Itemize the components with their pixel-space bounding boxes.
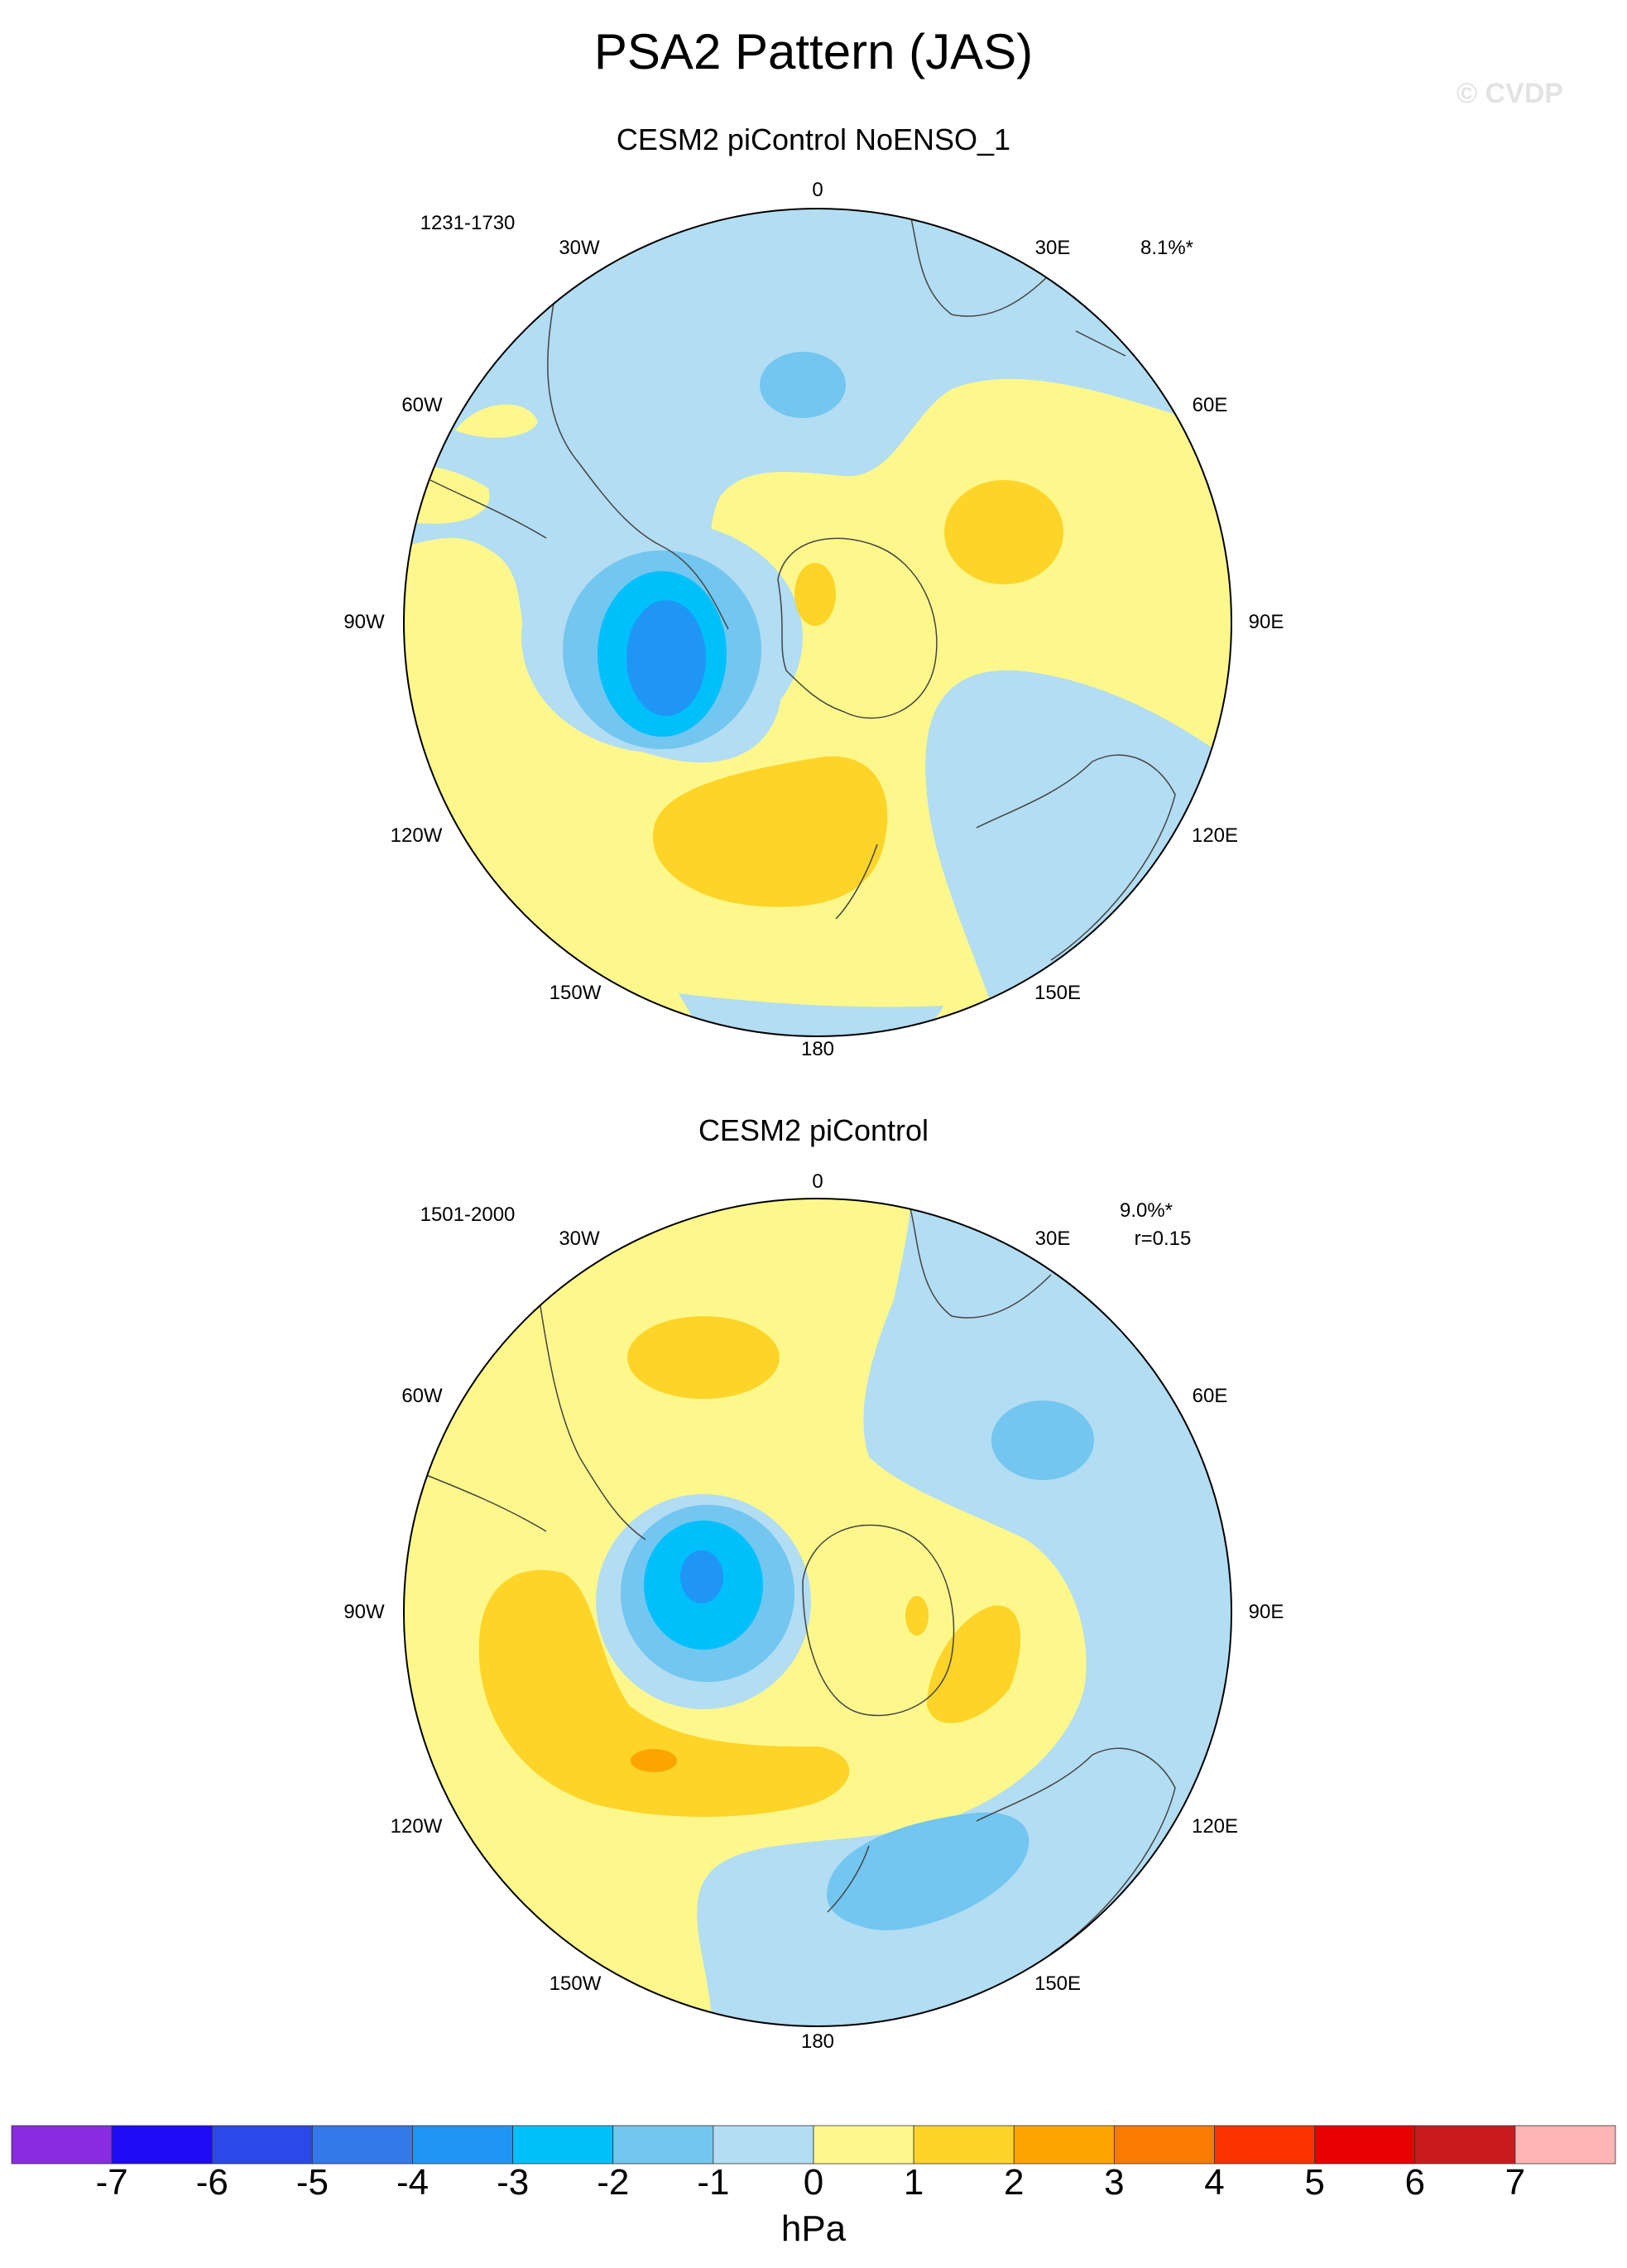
panel-1-map: [404, 209, 1231, 1036]
figure-title: PSA2 Pattern (JAS): [593, 24, 1034, 79]
contour-fill-minus2-to-minus1: [827, 1812, 1029, 1930]
colorbar-swatch: [11, 2125, 113, 2165]
colorbar-tick-label: 4: [1204, 2162, 1225, 2203]
contour-fill-1-to-2: [944, 480, 1063, 584]
colorbar-tick-label: 6: [1404, 2162, 1425, 2203]
panel-2-years: 1501-2000: [420, 1204, 516, 1226]
contour-fill-2-to-3: [631, 1749, 677, 1772]
colorbar-swatch: [1514, 2125, 1616, 2165]
contour-fill-1-to-2: [927, 1605, 1021, 1723]
contour-fill-1-to-2: [905, 1596, 929, 1636]
contour-fill-1-to-2: [652, 756, 888, 907]
lon-label: 90W: [343, 1601, 385, 1623]
lon-label: 60W: [401, 1385, 443, 1407]
watermark: © CVDP: [1457, 78, 1563, 109]
colorbar-units: hPa: [780, 2208, 847, 2249]
panel-2-boundary: [403, 1198, 1232, 2027]
lon-label: 30E: [1034, 1228, 1071, 1250]
lon-label: 120W: [390, 824, 443, 847]
lon-label: 90W: [343, 611, 385, 633]
colorbar-swatch: [612, 2125, 714, 2165]
colorbar-tick-label: -2: [597, 2162, 630, 2203]
contour-fill-minus4-to-minus3: [680, 1550, 723, 1603]
contour-fill-minus2-to-minus1: [760, 352, 846, 418]
lon-label: 0: [812, 179, 823, 201]
colorbar-swatch: [311, 2125, 413, 2165]
contour-fill-minus4-to-minus3: [626, 600, 706, 716]
colorbar-swatch: [512, 2125, 614, 2165]
colorbar-tick-label: 2: [1004, 2162, 1025, 2203]
lon-label: 90E: [1248, 1601, 1284, 1623]
colorbar-tick-label: -7: [95, 2162, 128, 2203]
panel-1-years: 1231-1730: [420, 212, 516, 234]
coastlines: [430, 214, 1176, 961]
colorbar-tick-label: 1: [903, 2162, 924, 2203]
colorbar-tick-label: -1: [697, 2162, 730, 2203]
lon-label: 30W: [559, 1228, 600, 1250]
lon-label: 150W: [549, 982, 602, 1004]
colorbar-tick-label: 0: [803, 2162, 824, 2203]
colorbar-tick-label: -6: [195, 2162, 228, 2203]
colorbar-tick-label: -3: [497, 2162, 530, 2203]
contour-fill-1-to-2: [627, 1316, 780, 1399]
colorbar-tick-label: -4: [396, 2162, 430, 2203]
colorbar-tick-label: 7: [1505, 2162, 1526, 2203]
contour-fill-0-to-1: [455, 404, 538, 438]
colorbar-swatch: [713, 2125, 814, 2165]
contour-fill-1-to-2: [478, 1569, 850, 1817]
lon-label: 120E: [1191, 1815, 1239, 1838]
contour-fill-1-to-2: [794, 563, 836, 626]
panel-1-boundary: [403, 208, 1232, 1037]
lon-label: 180: [800, 1038, 835, 1060]
coastlines: [421, 1208, 1176, 1954]
colorbar: [11, 2125, 1616, 2165]
panel-1-variance: 8.1%*: [1140, 237, 1194, 259]
lon-label: 120E: [1191, 824, 1239, 847]
colorbar-swatch: [813, 2125, 914, 2165]
lon-label: 60E: [1192, 394, 1228, 416]
panel-2-correlation: r=0.15: [1134, 1228, 1192, 1250]
colorbar-swatch: [412, 2125, 514, 2165]
lon-label: 30E: [1034, 237, 1071, 259]
lon-label: 150E: [1034, 1972, 1082, 1995]
panel-2-variance: 9.0%*: [1119, 1199, 1173, 1222]
colorbar-swatch: [111, 2125, 213, 2165]
colorbar-tick-label: 3: [1104, 2162, 1125, 2203]
panel-1-title: CESM2 piControl NoENSO_1: [616, 123, 1011, 156]
colorbar-swatch: [913, 2125, 1015, 2165]
colorbar-swatch: [1414, 2125, 1516, 2165]
contour-fill-minus1-to-0: [697, 1199, 1231, 2026]
colorbar-swatch: [211, 2125, 313, 2165]
colorbar-tick-label: -5: [295, 2162, 329, 2203]
lon-label: 30W: [559, 237, 600, 259]
panel-2-title: CESM2 piControl: [698, 1113, 929, 1147]
lon-label: 180: [800, 2030, 835, 2053]
lon-label: 90E: [1248, 611, 1284, 633]
contour-fill-minus2-to-minus1: [991, 1401, 1094, 1480]
panel-2-map: [404, 1199, 1231, 2026]
lon-label: 120W: [390, 1815, 443, 1838]
colorbar-tick-label: 5: [1304, 2162, 1325, 2203]
contour-fill-minus1-to-0: [679, 993, 943, 1036]
lon-label: 0: [812, 1170, 823, 1193]
lon-label: 60E: [1192, 1385, 1228, 1407]
colorbar-swatch: [1214, 2125, 1316, 2165]
colorbar-swatch: [1013, 2125, 1115, 2165]
lon-label: 60W: [401, 394, 443, 416]
colorbar-swatch: [1314, 2125, 1416, 2165]
lon-label: 150W: [549, 1972, 602, 1995]
colorbar-swatch: [1113, 2125, 1215, 2165]
lon-label: 150E: [1034, 982, 1082, 1004]
